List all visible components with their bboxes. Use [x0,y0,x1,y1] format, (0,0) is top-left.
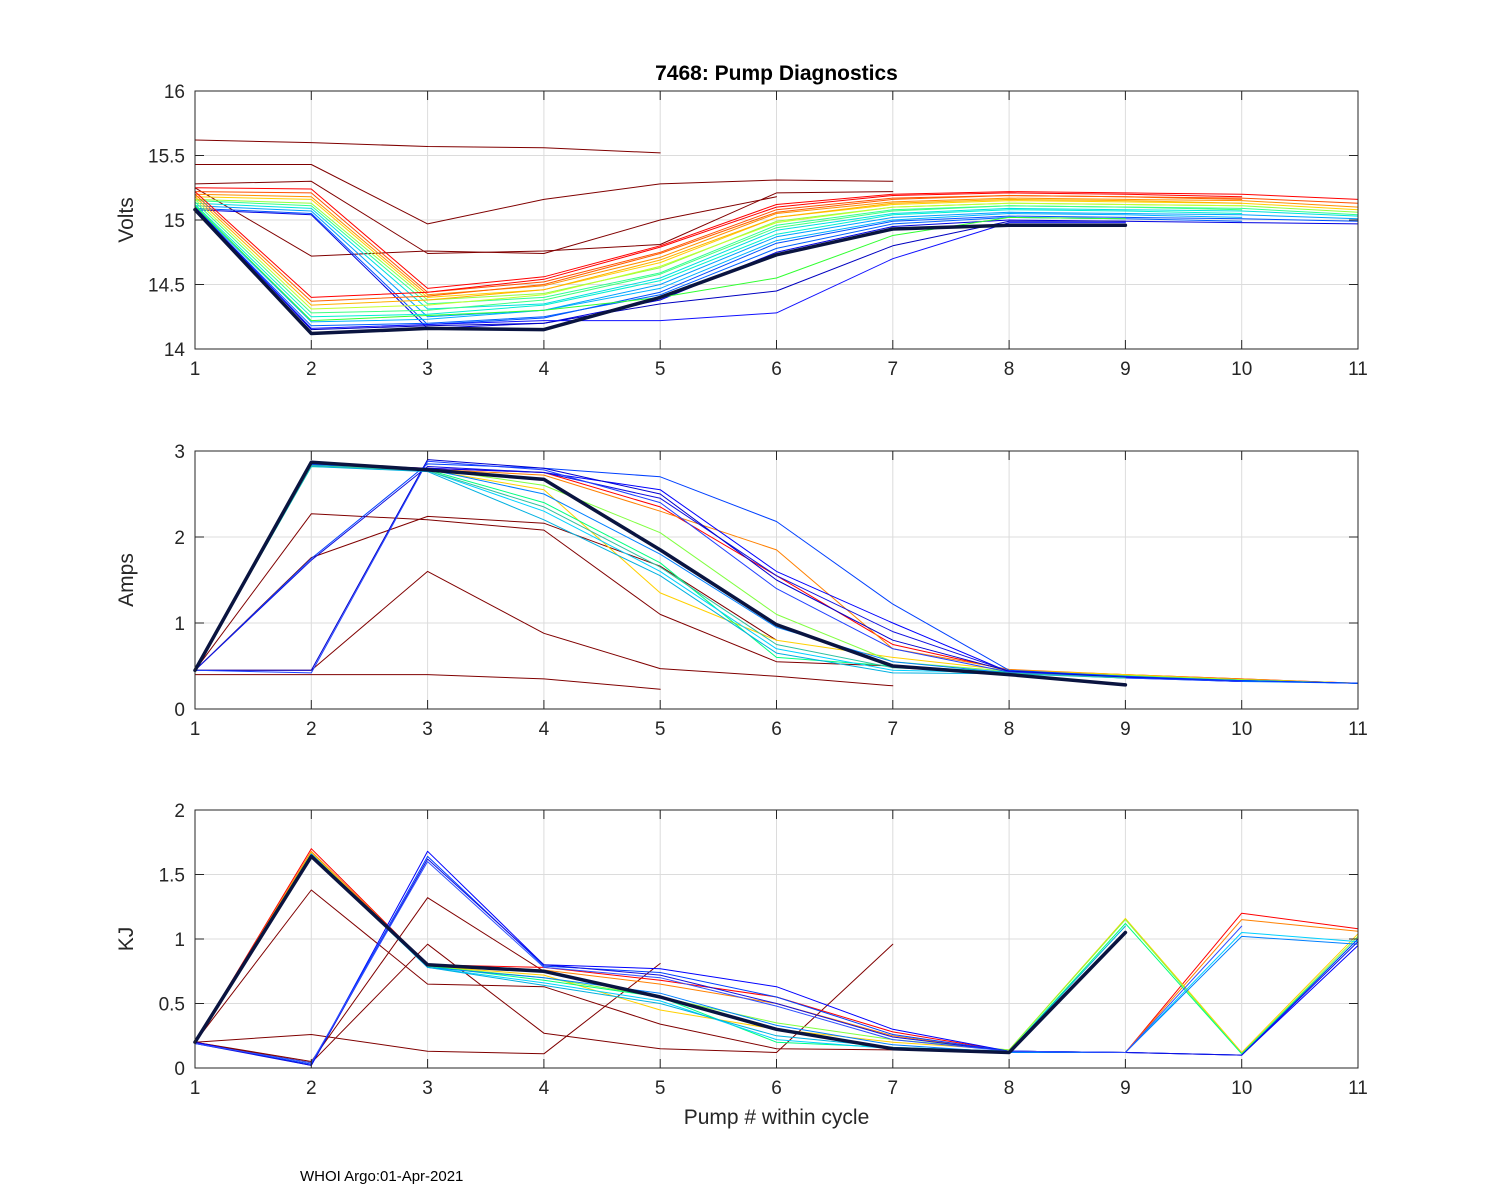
series-line-p-13 [193,854,1128,1055]
y-tick-label: 15 [164,211,185,232]
x-tick-label: 7 [888,1078,899,1099]
series-line-early-1 [194,139,661,154]
series-line-early-1 [194,674,661,690]
series-line-early-1 [194,963,661,1055]
x-tick-label: 8 [1004,719,1015,740]
series-line-p-22 [193,207,1128,336]
x-tick-label: 8 [1004,1078,1015,1099]
y-tick-label: 0 [174,700,185,721]
x-tick-label: 2 [306,359,317,380]
series-line-early-3 [194,889,894,1051]
axes-volts: 1 2 3 4 5 6 7 8 9 10 11 14 14.5 15 15.5 16 Volts [115,82,1368,380]
x-tick-label: 8 [1004,359,1015,380]
y-tick-label: 16 [164,82,185,103]
x-tick-label: 10 [1231,359,1252,380]
x-tick-label: 10 [1231,719,1252,740]
y-tick-label: 3 [174,442,185,463]
y-axis-label: Volts [115,197,138,243]
y-tick-label: 1 [174,930,185,951]
series-line-p-09 [194,207,1359,325]
x-tick-label: 7 [888,719,899,740]
series-line-p-11 [194,459,1243,682]
footer-credit: WHOI Argo:01-Apr-2021 [300,1168,464,1185]
series-line-p-13 [194,196,1243,306]
y-tick-label: 2 [174,528,185,549]
y-tick-label: 15.5 [148,147,185,168]
y-tick-label: 14 [164,340,186,361]
series-line-p-07 [194,202,1359,310]
x-tick-label: 11 [1348,719,1368,740]
x-tick-label: 6 [771,359,782,380]
x-tick-label: 11 [1348,1078,1368,1099]
x-tick-label: 9 [1120,1078,1131,1099]
x-tick-label: 1 [190,359,201,380]
x-tick-label: 2 [306,1078,317,1099]
y-tick-label: 2 [174,801,185,822]
series-line-p-17 [194,206,1243,323]
series-line-p-16 [194,204,1243,318]
series-line-early-3 [194,513,894,671]
x-tick-label: 1 [190,1078,201,1099]
y-axis-label: Amps [115,553,138,607]
x-tick-label: 1 [190,719,201,740]
x-tick-label: 9 [1120,719,1131,740]
axes-kj: 1 2 3 4 5 6 7 8 9 10 11 0 0.5 1 1.5 2 KJ [115,801,1368,1099]
y-tick-label: 1 [174,614,185,635]
x-tick-label: 5 [655,359,666,380]
series-line-p-14 [194,198,1243,310]
x-tick-label: 11 [1348,359,1368,380]
y-tick-label: 0 [174,1059,185,1080]
x-tick-label: 6 [771,1078,782,1099]
x-tick-label: 3 [422,719,433,740]
x-tick-label: 9 [1120,359,1131,380]
x-tick-label: 3 [422,1078,433,1099]
series-line-p-11 [194,191,1243,298]
series-line-p-11 [194,861,1243,1064]
y-tick-label: 0.5 [159,995,185,1016]
series-line-p-15 [193,460,1128,687]
figure-title: 7468: Pump Diagnostics [655,62,898,85]
series-line-p-20 [194,207,1126,329]
x-tick-label: 5 [655,1078,666,1099]
series-line-early-4 [194,187,777,257]
x-axis-label: Pump # within cycle [684,1106,870,1129]
series-line-p-03 [194,193,1359,296]
x-tick-label: 7 [888,359,899,380]
x-tick-label: 2 [306,719,317,740]
series-line-p-12 [194,193,1243,302]
series-line-p-09 [194,463,1359,684]
x-tick-label: 6 [771,719,782,740]
series-line-p-01 [194,187,1359,289]
series-line-p-08 [194,205,1359,318]
series-line-early-2 [194,164,894,225]
x-tick-label: 5 [655,719,666,740]
y-tick-label: 1.5 [159,866,185,887]
series-line-p-15 [194,201,1243,314]
series-line-early-3 [194,180,894,254]
x-tick-label: 10 [1231,1078,1252,1099]
y-tick-label: 14.5 [148,276,185,297]
y-axis-label: KJ [115,927,138,952]
x-tick-label: 4 [539,359,550,380]
x-tick-label: 4 [539,719,550,740]
series-line-p-19 [194,206,1126,331]
series-line-p-10 [194,209,1359,329]
x-tick-label: 4 [539,1078,550,1099]
x-tick-label: 3 [422,359,433,380]
